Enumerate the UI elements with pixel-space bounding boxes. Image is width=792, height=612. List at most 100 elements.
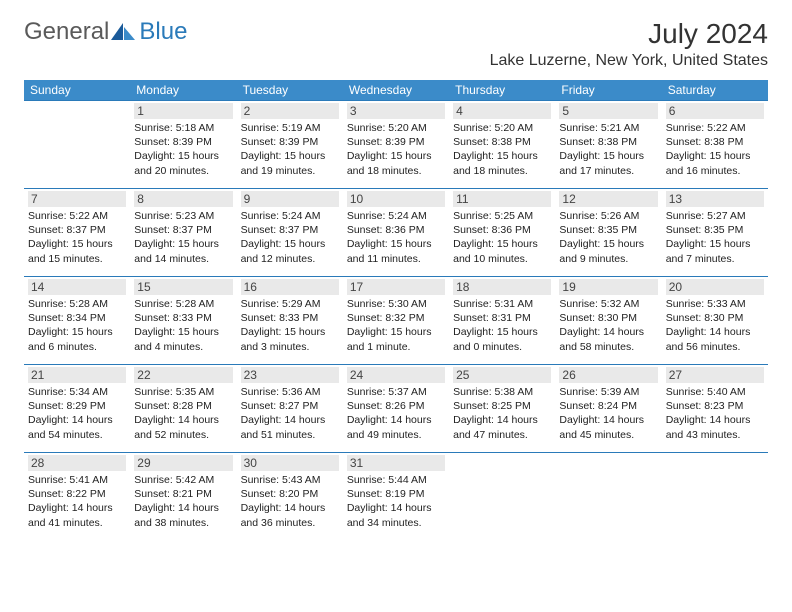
day-info: Sunrise: 5:42 AMSunset: 8:21 PMDaylight:… bbox=[134, 473, 232, 530]
day-info: Sunrise: 5:23 AMSunset: 8:37 PMDaylight:… bbox=[134, 209, 232, 266]
day-number: 12 bbox=[559, 191, 657, 207]
calendar-cell: 31Sunrise: 5:44 AMSunset: 8:19 PMDayligh… bbox=[343, 453, 449, 541]
day-number: 5 bbox=[559, 103, 657, 119]
calendar-cell: 20 Sunrise: 5:33 AMSunset: 8:30 PMDayligh… bbox=[662, 277, 768, 365]
calendar-cell bbox=[555, 453, 661, 541]
calendar-cell: 30 Sunrise: 5:43 AMSunset: 8:20 PMDayligh… bbox=[237, 453, 343, 541]
day-info: Sunrise: 5:36 AMSunset: 8:27 PMDaylight:… bbox=[241, 385, 339, 442]
calendar-cell: 22 Sunrise: 5:35 AMSunset: 8:28 PMDayligh… bbox=[130, 365, 236, 453]
calendar-cell: 13 Sunrise: 5:27 AMSunset: 8:35 PMDayligh… bbox=[662, 189, 768, 277]
header: General Blue July 2024 Lake Luzerne, New… bbox=[24, 18, 768, 70]
day-number: 29 bbox=[134, 455, 232, 471]
calendar-cell: 5 Sunrise: 5:21 AMSunset: 8:38 PMDaylight… bbox=[555, 101, 661, 189]
day-info: Sunrise: 5:32 AMSunset: 8:30 PMDaylight:… bbox=[559, 297, 657, 354]
day-info: Sunrise: 5:24 AMSunset: 8:36 PMDaylight:… bbox=[347, 209, 445, 266]
day-number: 27 bbox=[666, 367, 764, 383]
day-number: 8 bbox=[134, 191, 232, 207]
day-number: 30 bbox=[241, 455, 339, 471]
day-number: 4 bbox=[453, 103, 551, 119]
day-number: 3 bbox=[347, 103, 445, 119]
day-number: 10 bbox=[347, 191, 445, 207]
day-number: 1 bbox=[134, 103, 232, 119]
day-info: Sunrise: 5:19 AMSunset: 8:39 PMDaylight:… bbox=[241, 121, 339, 178]
logo-text-2: Blue bbox=[139, 18, 187, 46]
day-info: Sunrise: 5:20 AMSunset: 8:39 PMDaylight:… bbox=[347, 121, 445, 178]
day-number: 20 bbox=[666, 279, 764, 295]
calendar-cell: 28Sunrise: 5:41 AMSunset: 8:22 PMDayligh… bbox=[24, 453, 130, 541]
day-info: Sunrise: 5:27 AMSunset: 8:35 PMDaylight:… bbox=[666, 209, 764, 266]
day-info: Sunrise: 5:25 AMSunset: 8:36 PMDaylight:… bbox=[453, 209, 551, 266]
calendar-cell: 27 Sunrise: 5:40 AMSunset: 8:23 PMDayligh… bbox=[662, 365, 768, 453]
calendar-cell: 12Sunrise: 5:26 AMSunset: 8:35 PMDayligh… bbox=[555, 189, 661, 277]
day-info: Sunrise: 5:43 AMSunset: 8:20 PMDaylight:… bbox=[241, 473, 339, 530]
day-number: 23 bbox=[241, 367, 339, 383]
day-number: 21 bbox=[28, 367, 126, 383]
day-info: Sunrise: 5:33 AMSunset: 8:30 PMDaylight:… bbox=[666, 297, 764, 354]
day-number: 26 bbox=[559, 367, 657, 383]
day-info: Sunrise: 5:21 AMSunset: 8:38 PMDaylight:… bbox=[559, 121, 657, 178]
weekday-header: Friday bbox=[555, 80, 661, 101]
calendar-cell: 17 Sunrise: 5:30 AMSunset: 8:32 PMDayligh… bbox=[343, 277, 449, 365]
day-number: 19 bbox=[559, 279, 657, 295]
day-number: 17 bbox=[347, 279, 445, 295]
day-info: Sunrise: 5:30 AMSunset: 8:32 PMDaylight:… bbox=[347, 297, 445, 354]
calendar-week-row: 1Sunrise: 5:18 AMSunset: 8:39 PMDaylight… bbox=[24, 101, 768, 189]
title-block: July 2024 Lake Luzerne, New York, United… bbox=[490, 18, 768, 70]
day-number: 22 bbox=[134, 367, 232, 383]
day-info: Sunrise: 5:35 AMSunset: 8:28 PMDaylight:… bbox=[134, 385, 232, 442]
day-number: 9 bbox=[241, 191, 339, 207]
day-info: Sunrise: 5:28 AMSunset: 8:34 PMDaylight:… bbox=[28, 297, 126, 354]
calendar-cell bbox=[662, 453, 768, 541]
day-number: 14 bbox=[28, 279, 126, 295]
calendar-cell bbox=[449, 453, 555, 541]
day-number: 16 bbox=[241, 279, 339, 295]
calendar-cell: 14 Sunrise: 5:28 AMSunset: 8:34 PMDayligh… bbox=[24, 277, 130, 365]
calendar-cell: 4Sunrise: 5:20 AMSunset: 8:38 PMDaylight… bbox=[449, 101, 555, 189]
calendar-cell: 16Sunrise: 5:29 AMSunset: 8:33 PMDayligh… bbox=[237, 277, 343, 365]
calendar-cell: 18 Sunrise: 5:31 AMSunset: 8:31 PMDayligh… bbox=[449, 277, 555, 365]
day-number: 25 bbox=[453, 367, 551, 383]
calendar-cell: 3 Sunrise: 5:20 AMSunset: 8:39 PMDaylight… bbox=[343, 101, 449, 189]
day-number: 6 bbox=[666, 103, 764, 119]
day-info: Sunrise: 5:39 AMSunset: 8:24 PMDaylight:… bbox=[559, 385, 657, 442]
day-number: 31 bbox=[347, 455, 445, 471]
day-info: Sunrise: 5:40 AMSunset: 8:23 PMDaylight:… bbox=[666, 385, 764, 442]
calendar-cell: 24Sunrise: 5:37 AMSunset: 8:26 PMDayligh… bbox=[343, 365, 449, 453]
weekday-header: Saturday bbox=[662, 80, 768, 101]
calendar-cell: 29 Sunrise: 5:42 AMSunset: 8:21 PMDayligh… bbox=[130, 453, 236, 541]
calendar-cell: 6 Sunrise: 5:22 AMSunset: 8:38 PMDaylight… bbox=[662, 101, 768, 189]
location: Lake Luzerne, New York, United States bbox=[490, 52, 768, 70]
day-info: Sunrise: 5:31 AMSunset: 8:31 PMDaylight:… bbox=[453, 297, 551, 354]
day-number: 18 bbox=[453, 279, 551, 295]
calendar-cell: 9 Sunrise: 5:24 AMSunset: 8:37 PMDaylight… bbox=[237, 189, 343, 277]
day-info: Sunrise: 5:22 AMSunset: 8:38 PMDaylight:… bbox=[666, 121, 764, 178]
calendar-cell: 10 Sunrise: 5:24 AMSunset: 8:36 PMDayligh… bbox=[343, 189, 449, 277]
logo: General Blue bbox=[24, 18, 187, 46]
day-number: 7 bbox=[28, 191, 126, 207]
day-number: 13 bbox=[666, 191, 764, 207]
calendar-table: SundayMondayTuesdayWednesdayThursdayFrid… bbox=[24, 80, 768, 541]
calendar-cell: 11 Sunrise: 5:25 AMSunset: 8:36 PMDayligh… bbox=[449, 189, 555, 277]
day-info: Sunrise: 5:28 AMSunset: 8:33 PMDaylight:… bbox=[134, 297, 232, 354]
calendar-cell: 19 Sunrise: 5:32 AMSunset: 8:30 PMDayligh… bbox=[555, 277, 661, 365]
day-number: 15 bbox=[134, 279, 232, 295]
calendar-cell: 23 Sunrise: 5:36 AMSunset: 8:27 PMDayligh… bbox=[237, 365, 343, 453]
month-title: July 2024 bbox=[490, 18, 768, 50]
calendar-cell: 7 Sunrise: 5:22 AMSunset: 8:37 PMDaylight… bbox=[24, 189, 130, 277]
weekday-header: Sunday bbox=[24, 80, 130, 101]
day-info: Sunrise: 5:22 AMSunset: 8:37 PMDaylight:… bbox=[28, 209, 126, 266]
weekday-header: Wednesday bbox=[343, 80, 449, 101]
calendar-week-row: 7 Sunrise: 5:22 AMSunset: 8:37 PMDaylight… bbox=[24, 189, 768, 277]
calendar-cell: 2 Sunrise: 5:19 AMSunset: 8:39 PMDaylight… bbox=[237, 101, 343, 189]
day-info: Sunrise: 5:37 AMSunset: 8:26 PMDaylight:… bbox=[347, 385, 445, 442]
day-info: Sunrise: 5:24 AMSunset: 8:37 PMDaylight:… bbox=[241, 209, 339, 266]
day-number: 11 bbox=[453, 191, 551, 207]
day-info: Sunrise: 5:41 AMSunset: 8:22 PMDaylight:… bbox=[28, 473, 126, 530]
weekday-header: Monday bbox=[130, 80, 236, 101]
logo-text-1: General bbox=[24, 18, 109, 46]
calendar-body: 1Sunrise: 5:18 AMSunset: 8:39 PMDaylight… bbox=[24, 101, 768, 541]
day-number: 2 bbox=[241, 103, 339, 119]
day-info: Sunrise: 5:34 AMSunset: 8:29 PMDaylight:… bbox=[28, 385, 126, 442]
calendar-cell: 21 Sunrise: 5:34 AMSunset: 8:29 PMDayligh… bbox=[24, 365, 130, 453]
calendar-week-row: 21 Sunrise: 5:34 AMSunset: 8:29 PMDayligh… bbox=[24, 365, 768, 453]
